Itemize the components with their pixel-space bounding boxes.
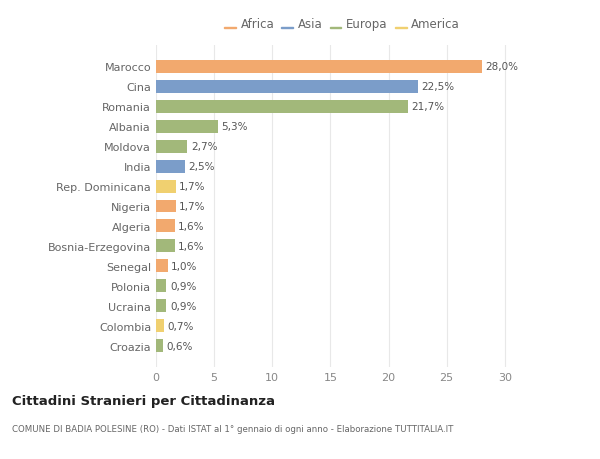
Text: 0,9%: 0,9%	[170, 301, 196, 311]
Legend: Africa, Asia, Europa, America: Africa, Asia, Europa, America	[219, 13, 465, 36]
Text: 1,6%: 1,6%	[178, 222, 205, 231]
Text: Cittadini Stranieri per Cittadinanza: Cittadini Stranieri per Cittadinanza	[12, 394, 275, 407]
Bar	[156, 200, 176, 213]
Text: 2,5%: 2,5%	[188, 162, 215, 172]
Bar	[156, 280, 166, 293]
Bar	[156, 180, 176, 193]
Text: 5,3%: 5,3%	[221, 122, 248, 132]
Text: 0,7%: 0,7%	[167, 321, 194, 331]
Text: 22,5%: 22,5%	[421, 82, 454, 92]
Bar	[156, 120, 218, 133]
Text: 21,7%: 21,7%	[412, 102, 445, 112]
Text: 1,7%: 1,7%	[179, 182, 206, 191]
Bar	[156, 340, 163, 353]
Bar	[156, 220, 175, 233]
Bar	[156, 80, 418, 93]
Text: 0,6%: 0,6%	[166, 341, 193, 351]
Bar	[156, 140, 187, 153]
Text: COMUNE DI BADIA POLESINE (RO) - Dati ISTAT al 1° gennaio di ogni anno - Elaboraz: COMUNE DI BADIA POLESINE (RO) - Dati IST…	[12, 425, 454, 433]
Bar	[156, 240, 175, 253]
Bar	[156, 61, 482, 73]
Bar	[156, 320, 164, 333]
Text: 1,7%: 1,7%	[179, 202, 206, 212]
Text: 1,0%: 1,0%	[171, 261, 197, 271]
Bar	[156, 101, 408, 113]
Bar	[156, 260, 167, 273]
Text: 2,7%: 2,7%	[191, 142, 217, 152]
Bar	[156, 300, 166, 313]
Text: 28,0%: 28,0%	[485, 62, 518, 72]
Text: 0,9%: 0,9%	[170, 281, 196, 291]
Bar	[156, 160, 185, 173]
Text: 1,6%: 1,6%	[178, 241, 205, 252]
